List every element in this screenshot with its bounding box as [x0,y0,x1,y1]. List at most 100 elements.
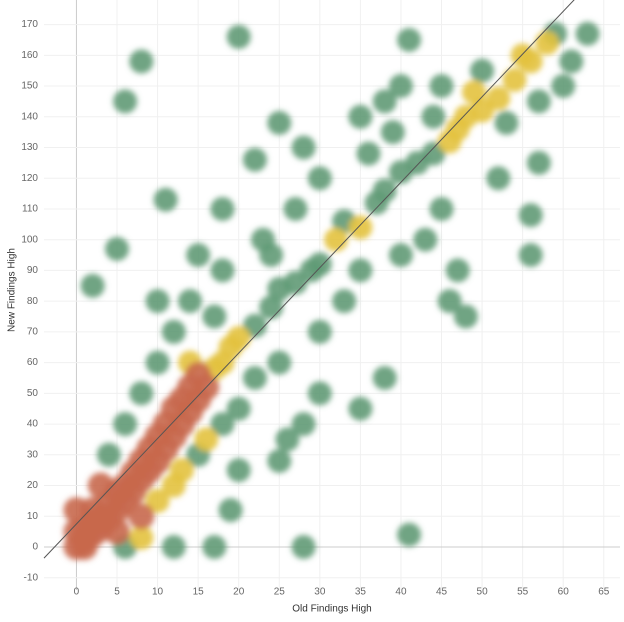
y-tick-label: 30 [27,449,39,460]
density-point [145,350,170,375]
density-point [291,135,316,160]
x-tick-label: 40 [395,587,407,598]
y-tick-label: 160 [21,50,38,61]
density-point [518,243,543,268]
density-point [486,166,511,191]
density-point [372,178,397,203]
density-point [526,150,551,175]
density-point [113,89,138,114]
density-point [210,412,235,437]
overlay [43,0,575,559]
density-point [144,447,171,474]
density-point [575,21,600,46]
x-tick-label: 5 [114,587,120,598]
density-point [421,104,446,129]
density-point [242,313,267,338]
density-point [388,74,413,99]
density-point [210,350,235,375]
x-axis-title: Old Findings High [292,604,371,615]
density-point [421,141,446,166]
density-point [283,270,308,295]
density-point [275,427,300,452]
density-point [218,498,243,523]
density-point [259,243,284,268]
density-point [129,381,154,406]
x-tick-label: 20 [233,587,245,598]
x-tick-label: 60 [558,587,570,598]
density-point [113,412,138,437]
x-tick-label: 35 [355,587,367,598]
density-point [437,129,462,154]
density-point [129,525,154,550]
x-tick-label: 45 [436,587,448,598]
density-point [161,534,186,559]
y-tick-label: 90 [27,265,39,276]
y-tick-label: 0 [32,542,38,553]
x-tick-label: 10 [152,587,164,598]
y-tick-label: 150 [21,81,38,92]
density-point [348,215,373,240]
density-point [510,43,535,68]
density-point [168,411,195,438]
density-point [169,458,194,483]
grid [44,0,620,590]
density-point [226,396,251,421]
density-point [87,503,114,530]
density-point [283,196,308,221]
density-point [397,27,422,52]
density-point [267,110,292,135]
density-point [534,31,559,56]
density-point [470,58,495,83]
density-point [453,304,478,329]
density-point [105,236,130,261]
density-point [226,458,251,483]
x-tick-label: 15 [193,587,205,598]
y-tick-label: 170 [21,19,38,30]
density-point [210,258,235,283]
density-point [413,227,438,252]
density-point [437,289,462,314]
density-point [429,74,454,99]
density-point [242,147,267,172]
density-point [348,258,373,283]
density-point [348,104,373,129]
density-point [445,258,470,283]
density-point [461,80,486,105]
y-tick-label: 60 [27,357,39,368]
density-point [494,110,519,135]
density-point [380,120,405,145]
density-point [186,243,211,268]
x-tick-label: 25 [274,587,286,598]
x-tick-label: 0 [74,587,80,598]
density-point [397,522,422,547]
y-tick-label: 100 [21,234,38,245]
density-point [242,365,267,390]
y-tick-label: 10 [27,511,39,522]
density-point [194,427,219,452]
y-tick-label: 140 [21,111,38,122]
density-point [486,86,511,111]
density-point [332,289,357,314]
y-tick-label: 50 [27,388,39,399]
x-tick-label: 55 [517,587,529,598]
density-point [372,89,397,114]
density-point [429,196,454,221]
density-point [267,350,292,375]
density-point [324,227,349,252]
density-point [291,412,316,437]
x-tick-label: 65 [598,587,610,598]
density-point [470,98,495,123]
density-point [202,304,227,329]
y-tick-label: 110 [22,204,38,215]
y-tick-label: 80 [27,296,39,307]
density-point [145,289,170,314]
y-tick-label: 130 [21,142,38,153]
density-point [307,166,332,191]
y-tick-label: 40 [27,419,39,430]
density-point [210,196,235,221]
density-point [153,187,178,212]
density-point [161,319,186,344]
y-tick-label: 70 [27,327,39,338]
density-point [388,243,413,268]
density-point [551,74,576,99]
